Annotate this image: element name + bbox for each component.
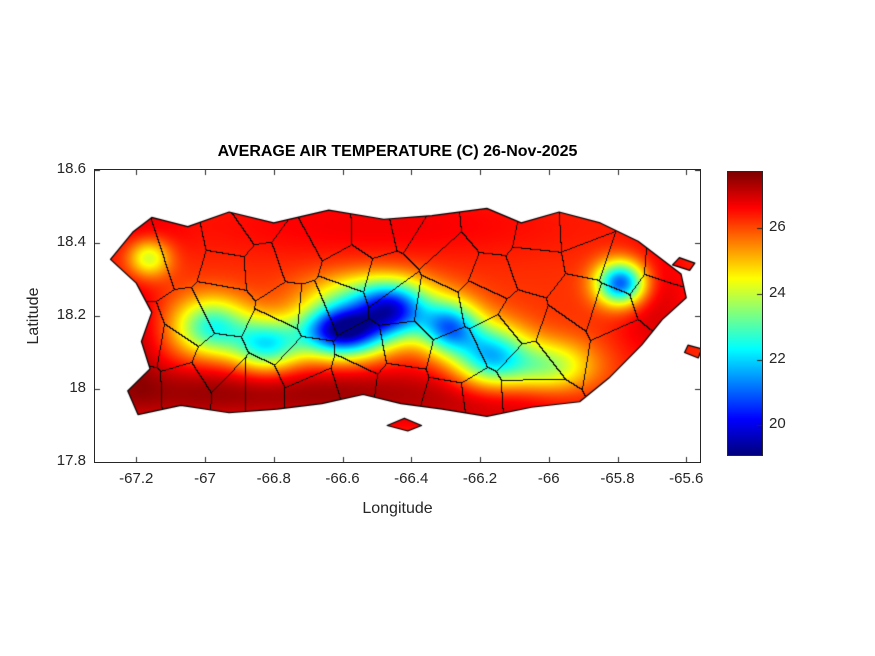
- y-tick-label: 18: [69, 379, 86, 396]
- plot-axes: [94, 169, 701, 463]
- colorbar-canvas: [728, 172, 762, 455]
- x-axis-label: Longitude: [362, 500, 433, 517]
- colorbar: [727, 171, 763, 456]
- x-tick-label: -66.6: [325, 470, 360, 487]
- colorbar-tick-label: 20: [769, 414, 786, 432]
- x-tick-label: -65.6: [669, 470, 704, 487]
- chart-title: AVERAGE AIR TEMPERATURE (C) 26-Nov-2025: [217, 143, 578, 160]
- y-tick-label: 18.6: [56, 160, 86, 177]
- y-tick-label: 18.2: [56, 306, 86, 323]
- colorbar-tick-label: 24: [769, 283, 786, 301]
- colorbar-tick-label: 22: [769, 349, 786, 367]
- x-tick-label: -66.2: [462, 470, 498, 487]
- temperature-heatmap-canvas: [95, 170, 700, 462]
- x-tick-label: -67.2: [119, 470, 154, 487]
- y-tick-label: 18.4: [56, 233, 86, 250]
- colorbar-tick-label: 26: [769, 217, 786, 235]
- x-tick-label: -66.4: [394, 470, 429, 487]
- y-tick-label: 17.8: [56, 452, 86, 469]
- x-tick-label: -66.8: [256, 470, 291, 487]
- x-tick-label: -65.8: [600, 470, 635, 487]
- x-tick-label: -66: [537, 470, 560, 487]
- x-tick-label: -67: [194, 470, 216, 487]
